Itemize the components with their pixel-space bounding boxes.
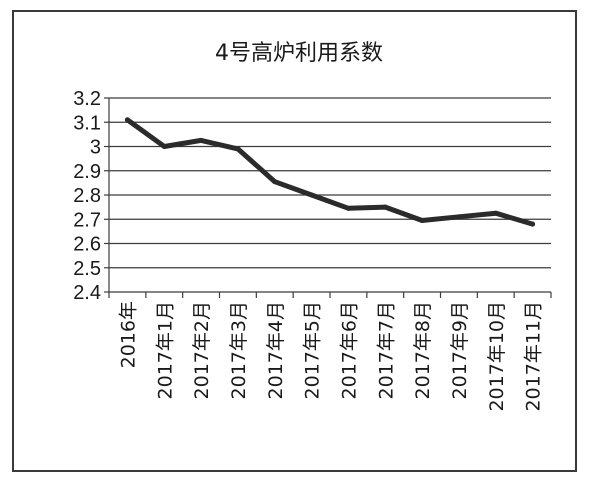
data-point	[382, 204, 388, 210]
x-tick-label: 2017年4月	[265, 301, 287, 399]
y-tick-label: 2.7	[73, 209, 101, 231]
x-tick-label: 2017年5月	[302, 301, 324, 399]
y-tick-label: 3	[90, 137, 101, 159]
y-tick-label: 3.1	[73, 112, 101, 134]
y-tick-label: 2.4	[73, 282, 101, 304]
chart-frame: 4号高炉利用系数 2.4 2.5 2.6 2.7 2.8 2.9 3 3.1 3.2 2016年…	[12, 10, 577, 472]
y-tick-labels: 2.42.52.6 2.72.82.93 3.13.2	[73, 88, 101, 304]
axes	[104, 97, 552, 298]
y-tick-label: 2.8	[73, 185, 101, 207]
y-tick-label: 3.2	[73, 88, 101, 110]
data-point	[161, 144, 167, 149]
x-tick-label: 2016年	[117, 301, 139, 368]
y-tick-label: 2.5	[73, 258, 101, 280]
x-tick-label: 2017年1月	[154, 301, 176, 399]
data-point	[124, 117, 130, 123]
x-tick-label: 2017年10月	[486, 301, 508, 412]
data-point	[419, 217, 425, 223]
data-point	[198, 137, 204, 143]
x-tick-labels: 2016年 2017年1月 2017年2月 2017年3月 2017年4月 2017年5月…	[117, 301, 544, 412]
chart-title: 4号高炉利用系数	[215, 41, 383, 66]
data-point	[345, 205, 351, 211]
x-tick-label: 2017年6月	[338, 301, 360, 399]
x-tick-label: 2017年8月	[412, 301, 434, 399]
x-tick-label: 2017年9月	[449, 301, 471, 399]
x-tick-label: 2017年7月	[375, 301, 397, 399]
y-tick-label: 2.9	[73, 161, 101, 183]
data-point	[272, 179, 278, 185]
gridlines	[109, 97, 551, 269]
y-tick-label: 2.6	[73, 234, 101, 256]
series-line	[124, 117, 536, 227]
data-point	[456, 214, 462, 220]
data-point	[235, 146, 241, 152]
data-point	[309, 192, 315, 198]
data-point	[530, 221, 536, 227]
line-chart: 4号高炉利用系数 2.42.52.6 2.72.82.93 3.13.2 2016年…	[73, 41, 552, 412]
x-tick-label: 2017年2月	[191, 301, 213, 399]
x-tick-label: 2017年3月	[228, 301, 250, 399]
x-tick-label: 2017年11月	[523, 301, 545, 412]
series-group	[124, 117, 536, 227]
data-point	[493, 210, 499, 216]
